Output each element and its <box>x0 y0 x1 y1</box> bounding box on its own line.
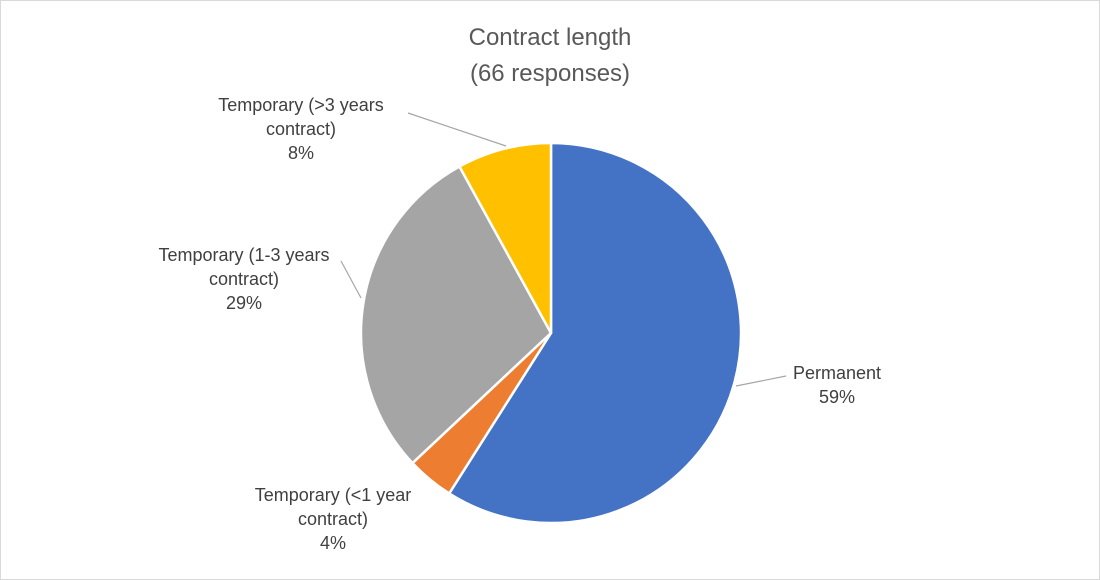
leader-line <box>340 260 362 299</box>
pie-slice <box>447 141 743 525</box>
data-label-category: Permanent <box>793 363 881 383</box>
data-label-category: Temporary (<1 year <box>255 485 412 505</box>
data-label-category: contract) <box>266 119 336 139</box>
data-label-value: 8% <box>288 143 314 163</box>
chart-title: Contract length <box>469 24 632 51</box>
data-label-value: 29% <box>226 293 262 313</box>
chart-subtitle: (66 responses) <box>470 60 630 87</box>
data-label-value: 59% <box>819 387 855 407</box>
data-label-value: 4% <box>320 533 346 553</box>
data-label-category: Temporary (>3 years <box>218 95 384 115</box>
leader-line <box>407 112 507 147</box>
pie-slice <box>359 164 553 465</box>
data-label-category: Temporary (1-3 years <box>158 245 329 265</box>
data-label-category: contract) <box>298 509 368 529</box>
data-label-category: contract) <box>209 269 279 289</box>
pie-slice <box>457 141 553 334</box>
leader-line <box>735 375 787 387</box>
